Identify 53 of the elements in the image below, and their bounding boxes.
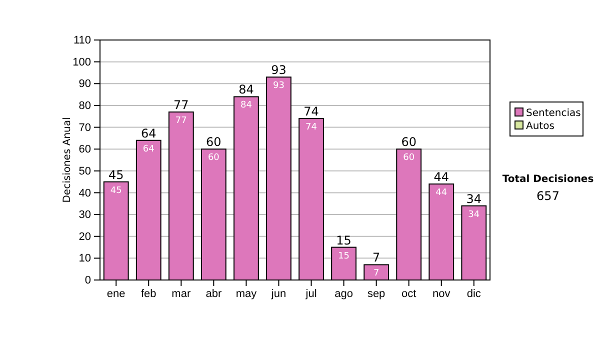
y-tick-label: 90 (78, 78, 91, 90)
total-label: 93 (271, 63, 286, 78)
y-tick-label: 20 (78, 230, 91, 243)
data-label: 60 (208, 153, 220, 164)
x-tick-label: ene (106, 288, 126, 300)
y-tick-label: 60 (78, 144, 91, 156)
data-label: 15 (338, 251, 350, 262)
total-label: 45 (108, 168, 124, 182)
y-tick-label: 80 (78, 100, 91, 112)
y-tick-label: 0 (84, 274, 91, 287)
total-label: 7 (372, 250, 380, 265)
total-label: 64 (140, 126, 156, 140)
y-tick-label: 40 (78, 187, 91, 200)
data-label: 44 (436, 188, 448, 198)
y-tick-label: 100 (72, 56, 91, 68)
x-tick-label: abr (206, 288, 222, 300)
legend-label: Sentencias (526, 108, 581, 119)
x-tick-label: sep (367, 288, 386, 300)
total-label: 74 (304, 104, 319, 119)
x-tick-label: may (236, 288, 258, 300)
x-tick-label: nov (432, 288, 451, 300)
legend-label: Autos (526, 121, 554, 132)
data-label: 74 (306, 122, 318, 133)
total-label: 44 (434, 170, 450, 184)
x-tick-label: ago (334, 288, 353, 300)
data-label: 60 (403, 153, 415, 164)
x-tick-label: feb (140, 288, 156, 300)
x-tick-label: dic (466, 288, 482, 300)
data-label: 77 (175, 116, 187, 126)
y-tick-label: 70 (78, 122, 91, 134)
data-label: 34 (468, 210, 480, 220)
y-tick-label: 10 (78, 252, 91, 265)
x-tick-label: oct (402, 288, 416, 300)
data-label: 93 (273, 81, 284, 92)
x-tick-label: jun (270, 288, 286, 300)
y-tick-label: 110 (73, 34, 91, 47)
total-label: 84 (238, 82, 254, 97)
total-label: 34 (466, 192, 482, 206)
data-label: 84 (240, 100, 252, 111)
x-tick-label: jul (304, 288, 317, 300)
text: 657 (536, 189, 560, 203)
data-label: 45 (110, 186, 122, 196)
y-tick-label: 50 (78, 165, 91, 178)
y-tick-label: 30 (78, 209, 91, 222)
data-label: 7 (373, 268, 380, 279)
x-tick-label: mar (172, 288, 191, 300)
data-label: 64 (142, 144, 155, 154)
total-label: 77 (174, 98, 189, 112)
total-label: 15 (336, 233, 352, 248)
total-label: 60 (401, 135, 416, 150)
y-axis-title: Decisiones Anual (62, 117, 73, 203)
text: Total Decisiones (502, 174, 594, 185)
total-label: 60 (206, 135, 222, 150)
